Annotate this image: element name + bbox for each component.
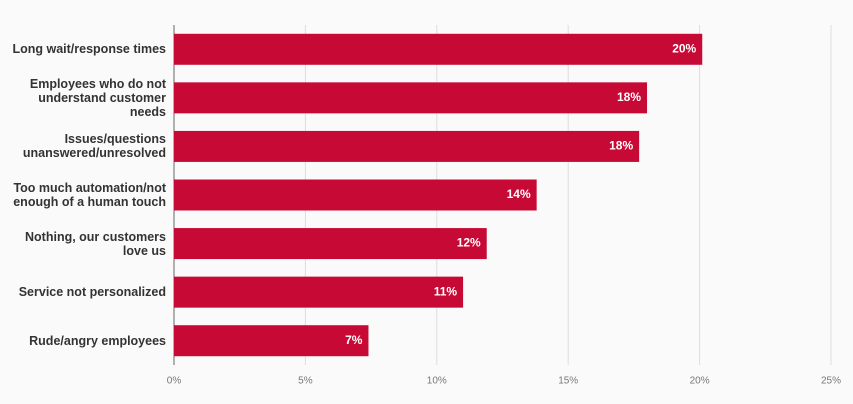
x-tick-label: 25% (821, 376, 841, 387)
y-tick-label: Too much automation/not enough of a huma… (13, 181, 166, 209)
bar (174, 82, 648, 114)
data-label: 14% (507, 187, 531, 201)
x-tick-label: 10% (427, 376, 447, 387)
data-label: 18% (609, 139, 633, 153)
bar (174, 33, 703, 65)
bar (174, 228, 487, 260)
bar (174, 179, 537, 211)
y-tick-label: Nothing, our customers love us (25, 229, 166, 258)
x-tick-label: 15% (558, 376, 578, 387)
y-tick-label: Employees who do not understand customer… (29, 76, 166, 119)
y-tick-label: Rude/angry employees (29, 333, 166, 348)
x-tick-label: 5% (298, 376, 313, 387)
data-label: 7% (345, 333, 363, 347)
x-tick-label: 20% (690, 376, 710, 387)
data-label: 18% (617, 90, 641, 104)
bar (174, 130, 640, 162)
bar (174, 276, 464, 308)
data-label: 20% (672, 41, 696, 55)
y-tick-label: Service not personalized (18, 285, 166, 300)
x-tick-label: 0% (167, 376, 182, 387)
bar (174, 325, 369, 357)
y-tick-label: Issues/questions unanswered/unresolved (22, 132, 166, 161)
y-tick-label: Long wait/response times (12, 42, 166, 57)
data-label: 11% (434, 284, 458, 298)
data-label: 12% (457, 236, 481, 250)
